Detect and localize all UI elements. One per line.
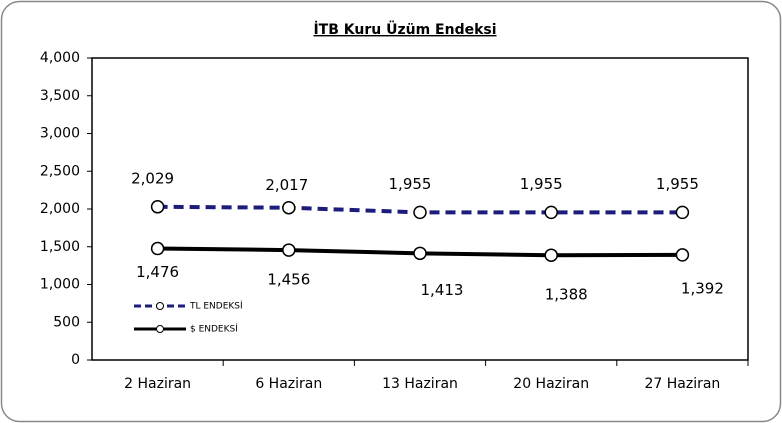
y-tick-label: 0	[71, 352, 80, 368]
y-tick-label: 2,000	[40, 201, 80, 217]
data-point	[544, 205, 558, 220]
legend-label: TL ENDEKSİ	[189, 301, 243, 312]
x-tick-label: 6 Haziran	[255, 376, 322, 392]
y-tick-label: 4,000	[40, 50, 80, 66]
data-label: 1,392	[681, 279, 724, 297]
data-label: 2,029	[131, 169, 174, 187]
y-tick-label: 3,500	[40, 88, 80, 104]
x-tick-label: 20 Haziran	[513, 376, 589, 392]
data-point	[282, 200, 296, 215]
data-point	[150, 200, 165, 214]
data-point	[675, 248, 690, 262]
data-label: 1,955	[656, 175, 699, 193]
x-tick-label: 27 Haziran	[644, 376, 720, 392]
data-label: 1,388	[545, 286, 588, 304]
data-point	[413, 246, 427, 261]
data-label: 1,413	[421, 281, 464, 299]
x-tick-label: 13 Haziran	[382, 376, 458, 392]
legend-label: $ ENDEKSİ	[190, 324, 238, 335]
x-tick-label: 2 Haziran	[124, 376, 191, 392]
legend-marker	[156, 302, 164, 310]
chart-title: İTB Kuru Üzüm Endeksi	[313, 20, 496, 38]
legend-marker	[156, 325, 164, 333]
y-tick-label: 500	[53, 314, 80, 330]
data-point	[150, 241, 165, 256]
data-point	[413, 205, 427, 220]
y-tick-label: 1,000	[40, 277, 80, 293]
data-label: 1,955	[389, 175, 432, 193]
data-label: 2,017	[265, 176, 308, 194]
data-point	[675, 205, 690, 220]
data-point	[544, 248, 558, 262]
y-tick-label: 3,000	[40, 126, 80, 142]
y-tick-label: 1,500	[40, 239, 80, 255]
data-point	[282, 243, 296, 257]
data-label: 1,476	[136, 263, 179, 281]
y-tick-label: 2,500	[40, 163, 80, 179]
data-label: 1,955	[520, 175, 563, 193]
data-label: 1,456	[267, 271, 310, 289]
